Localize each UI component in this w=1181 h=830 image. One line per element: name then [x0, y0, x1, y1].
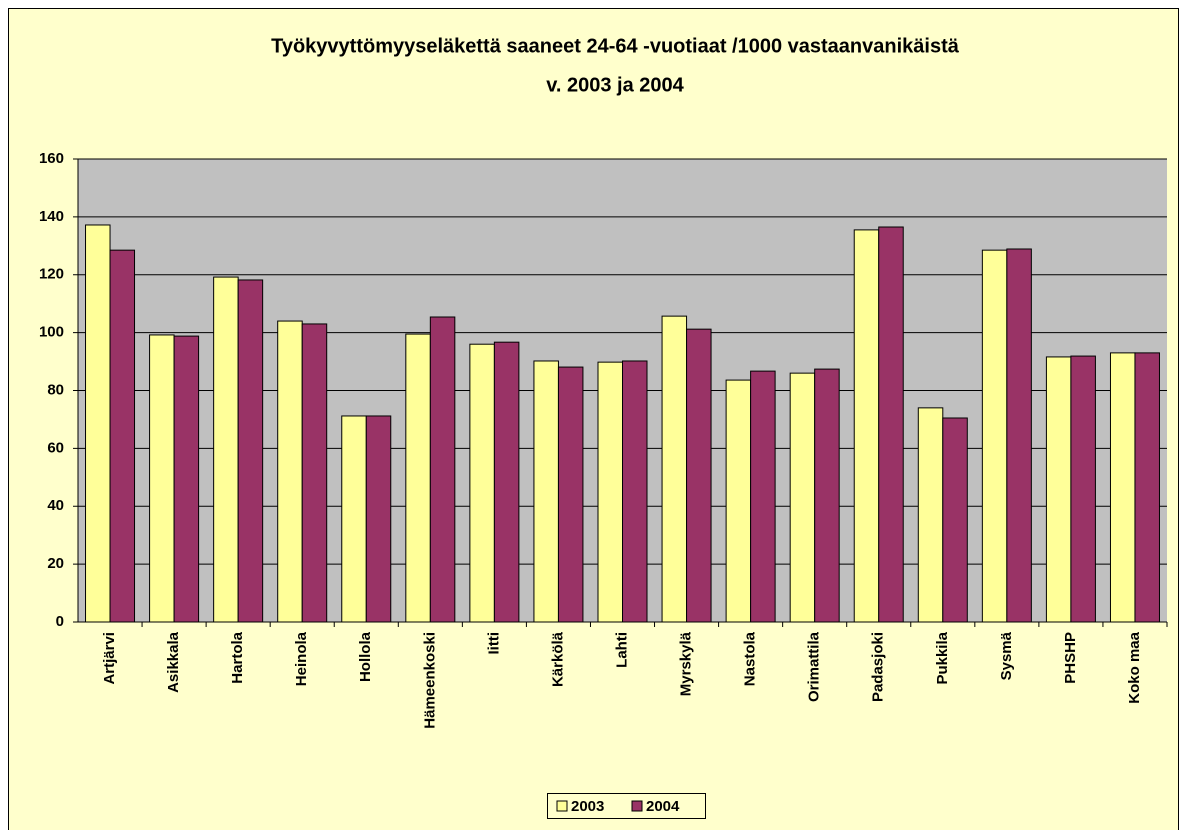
x-tick-label: Hämeenkoski [421, 632, 438, 729]
bar [597, 361, 623, 623]
chart-subtitle: v. 2003 ja 2004 [546, 74, 684, 96]
bar [85, 224, 111, 623]
bar [981, 249, 1008, 623]
bar [942, 417, 968, 623]
bar [277, 320, 303, 623]
bar [237, 279, 264, 623]
bar [1134, 352, 1160, 623]
bar [469, 343, 495, 623]
bar [493, 341, 520, 623]
x-tick-label: Iitti [485, 632, 502, 655]
x-tick-label: Artjärvi [101, 632, 118, 685]
y-tick-label: 140 [39, 208, 64, 225]
x-tick-label: Hollola [357, 631, 374, 682]
chart-title: Työkyvyttömyyseläkettä saaneet 24-64 -vu… [271, 35, 960, 57]
bar [1006, 248, 1032, 623]
x-tick-label: Asikkala [165, 631, 182, 693]
bar [1109, 352, 1136, 623]
bar [109, 249, 136, 623]
y-tick-label: 80 [47, 381, 64, 398]
x-tick-label: Pukkila [934, 631, 951, 684]
bar [341, 415, 367, 623]
legend-label: 2003 [571, 798, 604, 815]
y-tick-label: 40 [47, 497, 64, 514]
x-tick-label: Hartola [229, 631, 246, 683]
bar [1070, 355, 1096, 623]
bar [686, 328, 712, 623]
bar [853, 229, 880, 623]
x-tick-label: Kärkölä [549, 631, 566, 687]
bar [789, 372, 816, 623]
bar [149, 334, 175, 623]
legend-swatch [631, 800, 643, 812]
x-tick-label: Myrskylä [678, 631, 695, 696]
y-tick-label: 160 [39, 150, 64, 167]
y-tick-label: 0 [56, 613, 64, 630]
legend [547, 793, 706, 819]
x-tick-label: PHSHP [1062, 632, 1079, 684]
legend-label: 2004 [646, 798, 680, 815]
bar [661, 315, 688, 623]
bar [750, 370, 776, 623]
bar [365, 415, 392, 623]
x-tick-label: Orimattila [806, 631, 823, 702]
y-tick-label: 60 [47, 439, 64, 456]
bar [725, 379, 752, 623]
bar [1045, 356, 1072, 623]
bar [405, 333, 431, 623]
bar [173, 335, 200, 623]
x-tick-label: Lahti [613, 632, 630, 668]
x-tick-label: Padasjoki [870, 632, 887, 702]
bar [429, 316, 456, 623]
x-tick-label: Sysmä [998, 631, 1015, 680]
bar [557, 366, 584, 623]
legend-swatch [556, 800, 568, 812]
bar [301, 323, 328, 623]
bar [622, 360, 648, 623]
x-tick-label: Koko maa [1126, 631, 1143, 703]
x-tick-label: Heinola [293, 631, 310, 686]
bar [878, 226, 904, 623]
y-tick-label: 120 [39, 266, 64, 283]
y-tick-label: 20 [47, 555, 64, 572]
bar [814, 368, 840, 623]
bar [917, 407, 944, 623]
x-tick-label: Nastola [742, 631, 759, 686]
bar [533, 360, 559, 623]
bar [213, 276, 239, 623]
y-tick-label: 100 [39, 324, 64, 341]
